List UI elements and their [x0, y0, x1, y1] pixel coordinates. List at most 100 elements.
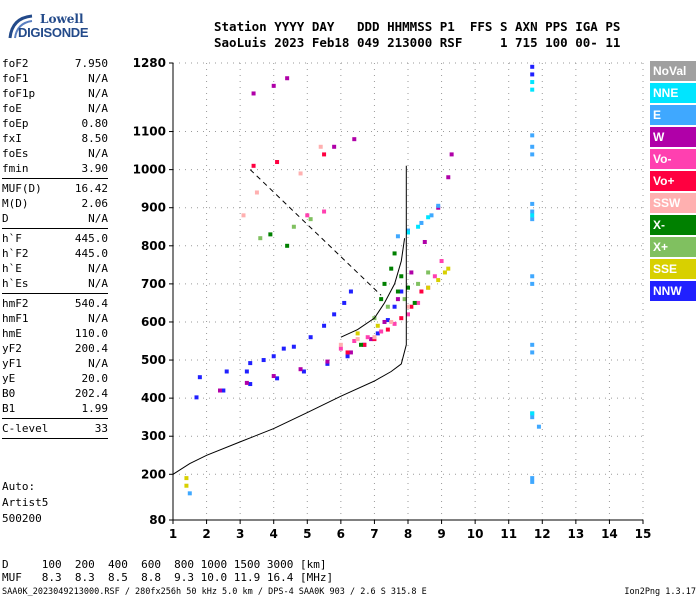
echo-point: [530, 274, 535, 279]
echo-point: [285, 76, 290, 81]
echo-point: [298, 171, 303, 176]
param-row: hmF2 540.4: [2, 296, 108, 311]
echo-point: [218, 388, 222, 393]
param-row: foF1 N/A: [2, 71, 108, 86]
param-name: C-level: [2, 422, 49, 435]
echo-point: [291, 344, 296, 349]
echo-point: [385, 318, 390, 323]
echo-point: [325, 359, 330, 364]
echo-point: [362, 342, 367, 347]
legend-item: Vo-: [650, 149, 696, 169]
x-tick-label: 12: [534, 527, 551, 541]
legend-item: E: [650, 105, 696, 125]
param-row: h`F 445.0: [2, 231, 108, 246]
param-value: N/A: [88, 212, 108, 225]
echo-point: [530, 342, 535, 347]
param-row: yF1 N/A: [2, 356, 108, 371]
echo-point: [308, 217, 313, 222]
echo-point: [375, 331, 380, 336]
echo-point: [244, 369, 249, 374]
param-name: B1: [2, 402, 16, 415]
x-tick-label: 10: [467, 527, 484, 541]
chart-lines: [172, 165, 407, 475]
version-label: Ion2Png 1.3.17: [624, 587, 696, 597]
param-name: foE: [2, 102, 22, 115]
echo-point: [345, 350, 350, 355]
x-tick-label: 15: [635, 527, 652, 541]
param-row: B0 202.4: [2, 386, 108, 401]
param-value: 445.0: [74, 232, 108, 245]
echo-point: [187, 491, 192, 496]
echo-point: [530, 350, 535, 355]
echo-point: [258, 236, 263, 241]
param-name: yF2: [2, 342, 22, 355]
legend-item: NNW: [650, 281, 696, 301]
y-tick-label: 400: [141, 391, 166, 405]
param-value: N/A: [88, 147, 108, 160]
echo-point: [436, 278, 441, 283]
param-row: fmin 3.90: [2, 161, 108, 176]
params-group-2: MUF(D) 16.42 M(D) 2.06 D N/A: [2, 181, 108, 226]
y-tick-label: 500: [141, 353, 166, 367]
params-group-3: h`F 445.0 h`F2 445.0 h`E N/A h`Es N/A: [2, 231, 108, 291]
param-row: M(D) 2.06: [2, 196, 108, 211]
params-group-4: hmF2 540.4 hmF1 N/A hmE 110.0 yF2 200.4 yF1 N/A yE…: [2, 296, 108, 416]
param-value: N/A: [88, 312, 108, 325]
echo-point: [530, 133, 535, 138]
param-row: foF1p N/A: [2, 86, 108, 101]
echo-point: [271, 83, 276, 88]
echo-point: [402, 297, 407, 302]
header-line1: Station YYYY DAY DDD HHMMSS P1 FFS S AXN…: [214, 19, 621, 34]
file-info-line: SAA0K_2023049213000.RSF / 280fx256h 50 k…: [2, 587, 427, 597]
echo-point: [436, 203, 441, 208]
y-tick-label: 1100: [133, 125, 166, 139]
legend-item: W: [650, 127, 696, 147]
param-value: 7.950: [74, 57, 108, 70]
muf-row: MUF 8.3 8.3 8.5 8.8 9.3 10.0 11.9 16.4 […: [2, 571, 334, 584]
param-name: foEs: [2, 147, 29, 160]
echo-point: [382, 281, 387, 286]
echo-point: [389, 266, 394, 271]
echo-point: [379, 329, 384, 334]
echo-point: [197, 375, 202, 380]
logo-line1: Lowell: [40, 12, 84, 26]
echo-point: [422, 239, 427, 244]
logo-arc-icon: [8, 14, 33, 39]
header-line2: SaoLuis 2023 Feb18 049 213000 RSF 1 715 …: [214, 35, 621, 50]
echo-point: [530, 80, 535, 85]
echo-point: [412, 300, 417, 305]
echo-point: [426, 285, 431, 290]
echo-point: [385, 327, 390, 332]
auto-label: Auto:: [2, 480, 36, 493]
logo-line2: DIGISONDE: [18, 25, 89, 40]
legend-item: NNE: [650, 83, 696, 103]
params-group-1: foF2 7.950 foF1 N/A foF1p N/A foE N/A foEp 0.80 fx…: [2, 56, 108, 176]
echo-point: [395, 289, 400, 294]
param-value: 33: [94, 422, 108, 435]
x-tick-label: 11: [500, 527, 517, 541]
station-header: Station YYYY DAY DDD HHMMSS P1 FFS S AXN…: [214, 19, 620, 51]
x-tick-label: 2: [202, 527, 210, 541]
echo-point: [379, 297, 384, 302]
param-row: hmE 110.0: [2, 326, 108, 341]
param-value: N/A: [88, 102, 108, 115]
echo-point: [416, 300, 421, 305]
echo-point: [325, 361, 330, 366]
param-name: h`F: [2, 232, 22, 245]
echo-point: [365, 335, 370, 340]
param-name: MUF(D): [2, 182, 42, 195]
param-row: MUF(D) 16.42: [2, 181, 108, 196]
echo-point: [530, 281, 535, 286]
virtual-height-trace: [340, 238, 406, 338]
echo-point: [298, 367, 303, 372]
param-name: hmF2: [2, 297, 29, 310]
echo-point: [348, 289, 353, 294]
param-row: foE N/A: [2, 101, 108, 116]
param-name: foEp: [2, 117, 29, 130]
echo-point: [382, 319, 387, 324]
echo-point: [359, 342, 363, 347]
echo-point: [530, 213, 535, 218]
param-row: foF2 7.950: [2, 56, 108, 71]
echo-point: [248, 361, 253, 366]
echo-point: [355, 337, 360, 342]
